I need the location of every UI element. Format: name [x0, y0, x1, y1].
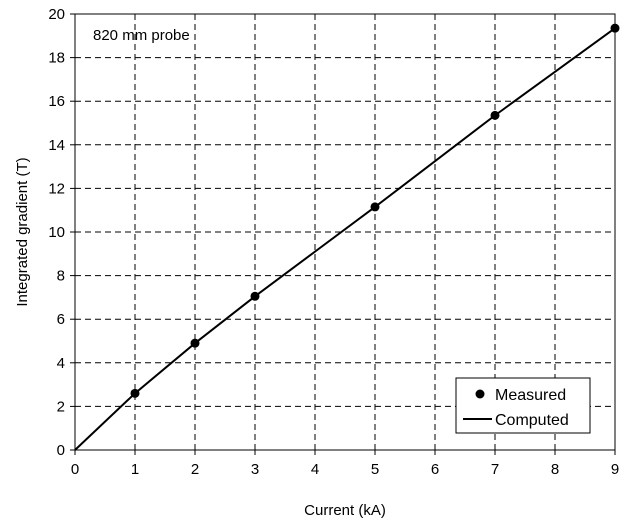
- legend-box: [455, 377, 591, 434]
- y-tick-label: 6: [57, 311, 65, 328]
- y-tick-label: 18: [48, 50, 65, 67]
- y-tick-label: 0: [57, 442, 65, 459]
- x-tick-label: 6: [431, 461, 439, 478]
- y-tick-label: 4: [57, 355, 65, 372]
- x-tick-label: 7: [491, 461, 499, 478]
- x-tick-label: 5: [371, 461, 379, 478]
- x-tick-label: 1: [131, 461, 139, 478]
- y-tick-label: 16: [48, 93, 65, 110]
- x-tick-label: 8: [551, 461, 559, 478]
- y-tick-label: 12: [48, 180, 65, 197]
- data-point-measured: [610, 23, 620, 33]
- x-axis-title: Current (kA): [304, 502, 386, 519]
- data-point-measured: [370, 202, 380, 212]
- y-tick-label: 14: [48, 137, 65, 154]
- data-point-measured: [130, 388, 140, 398]
- y-tick-label: 20: [48, 6, 65, 23]
- legend-computed-label: Computed: [495, 412, 569, 429]
- annotation-label: 820 mm probe: [93, 27, 190, 44]
- legend: Measured Computed: [455, 377, 591, 434]
- x-tick-label: 0: [71, 461, 79, 478]
- plot-border: [74, 13, 616, 451]
- x-tick-label: 4: [311, 461, 319, 478]
- y-tick-label: 10: [48, 224, 65, 241]
- x-tick-label: 2: [191, 461, 199, 478]
- data-point-measured: [190, 338, 200, 348]
- x-tick-label: 3: [251, 461, 259, 478]
- series-line-computed: [74, 27, 616, 451]
- y-tick-label: 2: [57, 398, 65, 415]
- grid: [75, 13, 616, 450]
- x-tick-label: 9: [611, 461, 619, 478]
- data-point-measured: [250, 291, 260, 301]
- y-tick-label: 8: [57, 268, 65, 285]
- legend-measured-marker: [475, 389, 485, 399]
- y-axis-title: Integrated gradient (T): [14, 157, 31, 306]
- data-point-measured: [490, 110, 500, 120]
- legend-measured-label: Measured: [495, 387, 566, 404]
- series-layer: [74, 23, 620, 451]
